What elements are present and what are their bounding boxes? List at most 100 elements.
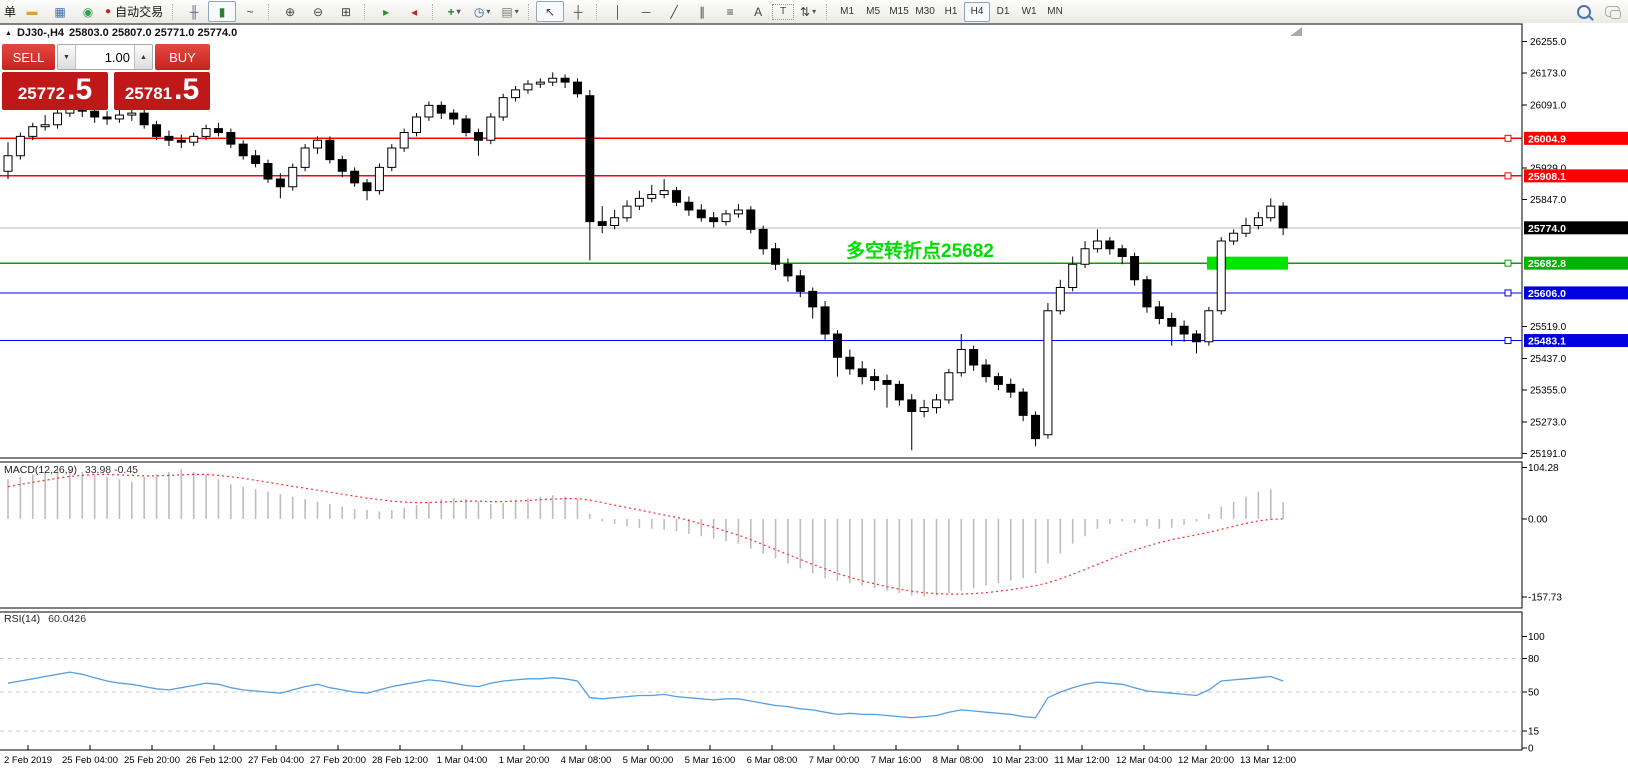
- level-line-25682.8[interactable]: [0, 259, 1522, 267]
- new-order-icon[interactable]: ▬: [26, 5, 38, 18]
- svg-text:25606.0: 25606.0: [1528, 288, 1566, 300]
- toolbar-separator: [268, 3, 272, 20]
- timeframe-h4-button[interactable]: H4: [964, 1, 991, 22]
- sell-button[interactable]: SELL: [2, 44, 55, 70]
- svg-text:27 Feb 04:00: 27 Feb 04:00: [248, 755, 304, 766]
- svg-text:7 Mar 16:00: 7 Mar 16:00: [871, 755, 922, 766]
- zoom-out-button[interactable]: ⊖: [313, 4, 324, 19]
- rsi-indicator-label: RSI(14) 60.0426: [4, 613, 86, 625]
- text-button[interactable]: A: [754, 4, 763, 19]
- signals-icon[interactable]: ◉: [82, 4, 94, 19]
- price-label-26004.9: 26004.9: [1524, 131, 1628, 145]
- auto-scroll-button[interactable]: ▸: [383, 4, 390, 19]
- chart-title-bar: ▲ DJ30-,H4 25803.0 25807.0 25771.0 25774…: [5, 27, 237, 39]
- panel-frame-2: [0, 611, 1523, 751]
- chat-icon: [1604, 6, 1621, 19]
- svg-text:26004.9: 26004.9: [1528, 133, 1566, 145]
- svg-text:25355.0: 25355.0: [1530, 386, 1567, 397]
- svg-text:100: 100: [1528, 632, 1545, 643]
- horizontal-line-button[interactable]: ─: [641, 4, 651, 19]
- trendline-button[interactable]: ╱: [670, 4, 678, 19]
- timeframe-m5-button[interactable]: M5: [866, 6, 881, 17]
- timeframe-d1-button[interactable]: D1: [996, 6, 1010, 17]
- vertical-line-button[interactable]: │: [614, 4, 622, 19]
- svg-text:26 Feb 12:00: 26 Feb 12:00: [186, 755, 242, 766]
- cursor-button[interactable]: ↖: [536, 1, 565, 22]
- tile-windows-button[interactable]: ⊞: [341, 4, 352, 19]
- equidistant-channel-button[interactable]: ∥: [699, 4, 706, 19]
- chevron-down-icon[interactable]: ▾: [456, 7, 461, 16]
- arrows-button[interactable]: ⇅ ▾: [800, 4, 817, 19]
- svg-text:-157.73: -157.73: [1528, 592, 1562, 603]
- buy-price-box[interactable]: 25781 .5: [114, 72, 210, 110]
- svg-text:1 Mar 04:00: 1 Mar 04:00: [437, 755, 488, 766]
- candlestick-button[interactable]: ▮: [208, 1, 237, 22]
- level-line-25606.0[interactable]: [0, 289, 1522, 297]
- chart-shift-marker[interactable]: [1290, 27, 1302, 36]
- svg-text:26091.0: 26091.0: [1530, 100, 1567, 111]
- svg-text:15: 15: [1528, 727, 1540, 738]
- collapse-triangle-icon[interactable]: ▲: [5, 29, 12, 37]
- bar-chart-button[interactable]: ╫: [189, 4, 199, 19]
- charts-window-icon[interactable]: ▦: [54, 4, 66, 19]
- timeframe-m30-button[interactable]: M30: [915, 6, 935, 17]
- svg-text:25929.0: 25929.0: [1530, 163, 1567, 174]
- price-label-25606.0: 25606.0: [1524, 286, 1628, 300]
- text-label-button[interactable]: T: [772, 3, 795, 20]
- svg-text:5 Mar 00:00: 5 Mar 00:00: [623, 755, 674, 766]
- autotrading-label: 自动交易: [115, 5, 164, 19]
- autotrading-button[interactable]: ● 自动交易: [102, 1, 168, 22]
- autotrading-icon: ●: [105, 6, 112, 17]
- templates-button[interactable]: ▤ ▾: [501, 4, 519, 19]
- sell-price-fraction: .5: [67, 73, 93, 106]
- rsi-value: 60.0426: [48, 613, 87, 625]
- level-line-25908.1[interactable]: [0, 172, 1522, 180]
- macd-histogram: [7, 469, 1284, 597]
- toolbar-separator: [826, 3, 830, 20]
- crosshair-button[interactable]: ┼: [573, 4, 583, 19]
- timeframe-m1-button[interactable]: M1: [840, 6, 855, 17]
- toolbar-separator: [528, 3, 532, 20]
- volume-stepper: ▼ ▲: [57, 44, 153, 70]
- chat-icon[interactable]: [1598, 1, 1626, 22]
- chevron-down-icon[interactable]: ▾: [486, 7, 491, 16]
- timeframe-w1-button[interactable]: W1: [1021, 6, 1037, 17]
- zoom-in-button[interactable]: ⊕: [285, 4, 296, 19]
- volume-increase-button[interactable]: ▲: [134, 45, 152, 69]
- buy-button[interactable]: BUY: [155, 44, 210, 70]
- chevron-down-icon[interactable]: ▾: [812, 7, 817, 16]
- indicators-button[interactable]: + ▾: [447, 4, 461, 19]
- sell-price-box[interactable]: 25772 .5: [2, 72, 108, 110]
- svg-text:26255.0: 26255.0: [1530, 37, 1567, 48]
- svg-text:0: 0: [1528, 743, 1534, 754]
- svg-text:25682.8: 25682.8: [1528, 258, 1566, 270]
- macd-name: MACD(12,26,9): [4, 464, 77, 476]
- fibonacci-button[interactable]: ≡: [726, 4, 734, 19]
- svg-text:12 Mar 04:00: 12 Mar 04:00: [1116, 755, 1172, 766]
- chevron-down-icon[interactable]: ▾: [514, 7, 519, 16]
- timeframe-m15-button[interactable]: M15: [889, 6, 909, 17]
- toolbar-separator: [596, 3, 600, 20]
- timeframe-h1-button[interactable]: H1: [944, 6, 958, 17]
- svg-text:25 Feb 20:00: 25 Feb 20:00: [124, 755, 180, 766]
- chart-canvas: 26255.0 26173.0 26091.0 25929.0 25847.0 25519…: [0, 23, 1628, 766]
- toolbar-separator: [172, 3, 176, 20]
- timeframe-mn-button[interactable]: MN: [1047, 6, 1063, 17]
- volume-input[interactable]: [76, 45, 134, 69]
- chart-text-annotation[interactable]: 多空转折点25682: [846, 241, 994, 262]
- svg-text:25273.0: 25273.0: [1530, 417, 1567, 428]
- chart-shift-button[interactable]: ◂: [411, 4, 418, 19]
- periods-button[interactable]: ◷ ▾: [473, 4, 491, 19]
- svg-text:6 Mar 08:00: 6 Mar 08:00: [747, 755, 798, 766]
- line-chart-button[interactable]: ~: [246, 4, 254, 19]
- volume-decrease-button[interactable]: ▼: [58, 45, 76, 69]
- price-label-25908.1: 25908.1: [1524, 169, 1628, 183]
- panel-frame-1: [0, 461, 1523, 609]
- svg-text:1 Mar 20:00: 1 Mar 20:00: [499, 755, 550, 766]
- svg-text:11 Mar 12:00: 11 Mar 12:00: [1054, 755, 1109, 766]
- level-line-26004.9[interactable]: [0, 134, 1522, 142]
- svg-text:10 Mar 23:00: 10 Mar 23:00: [992, 755, 1048, 766]
- level-line-25483.1[interactable]: [0, 337, 1522, 345]
- highlight-rectangle[interactable]: [1207, 256, 1288, 270]
- search-icon[interactable]: [1570, 1, 1598, 22]
